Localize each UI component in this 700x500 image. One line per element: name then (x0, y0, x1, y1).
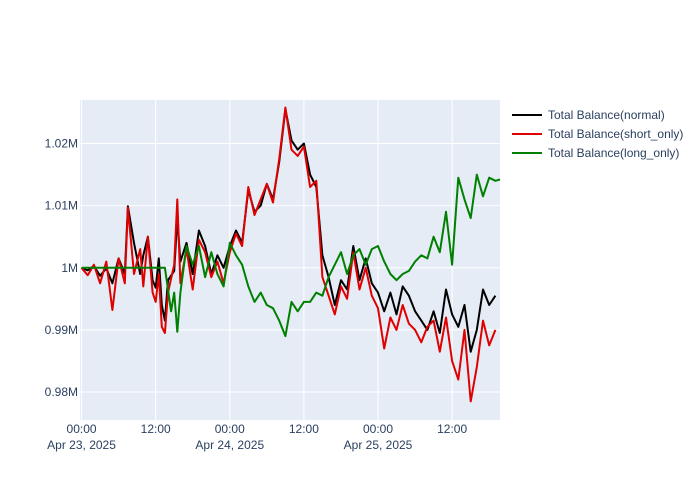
x-tick-label: 12:00 (141, 422, 171, 436)
legend-item-2[interactable]: Total Balance(long_only) (512, 146, 679, 160)
y-tick-label: 0.99M (45, 323, 78, 337)
x-tick-date-label: Apr 23, 2025 (47, 438, 116, 452)
y-axis-ticks: 0.98M 0.99M 1M 1.01M 1.02M (45, 136, 78, 399)
legend-label: Total Balance(short_only) (548, 127, 683, 141)
legend[interactable]: Total Balance(normal) Total Balance(short… (512, 108, 683, 160)
x-tick-date-label: Apr 25, 2025 (344, 438, 413, 452)
legend-item-1[interactable]: Total Balance(short_only) (512, 127, 683, 141)
x-tick-label: 00:00 (363, 422, 393, 436)
legend-label: Total Balance(long_only) (548, 146, 679, 160)
y-tick-label: 0.98M (45, 385, 78, 399)
series-line-1 (80, 106, 497, 403)
x-tick-label: 00:00 (67, 422, 97, 436)
y-tick-label: 1M (61, 261, 78, 275)
x-tick-date-label: Apr 24, 2025 (195, 438, 264, 452)
series-line-2 (81, 173, 501, 338)
x-tick-label: 12:00 (289, 422, 319, 436)
y-tick-label: 1.02M (45, 136, 78, 150)
y-tick-label: 1.01M (45, 199, 78, 213)
x-tick-label: 12:00 (437, 422, 467, 436)
x-tick-label: 00:00 (215, 422, 245, 436)
x-axis-ticks: 00:00 Apr 23, 2025 12:00 00:00 Apr 24, 2025 1… (47, 422, 467, 452)
legend-label: Total Balance(normal) (548, 108, 665, 122)
legend-item-0[interactable]: Total Balance(normal) (512, 108, 665, 122)
series-lines (80, 106, 501, 403)
